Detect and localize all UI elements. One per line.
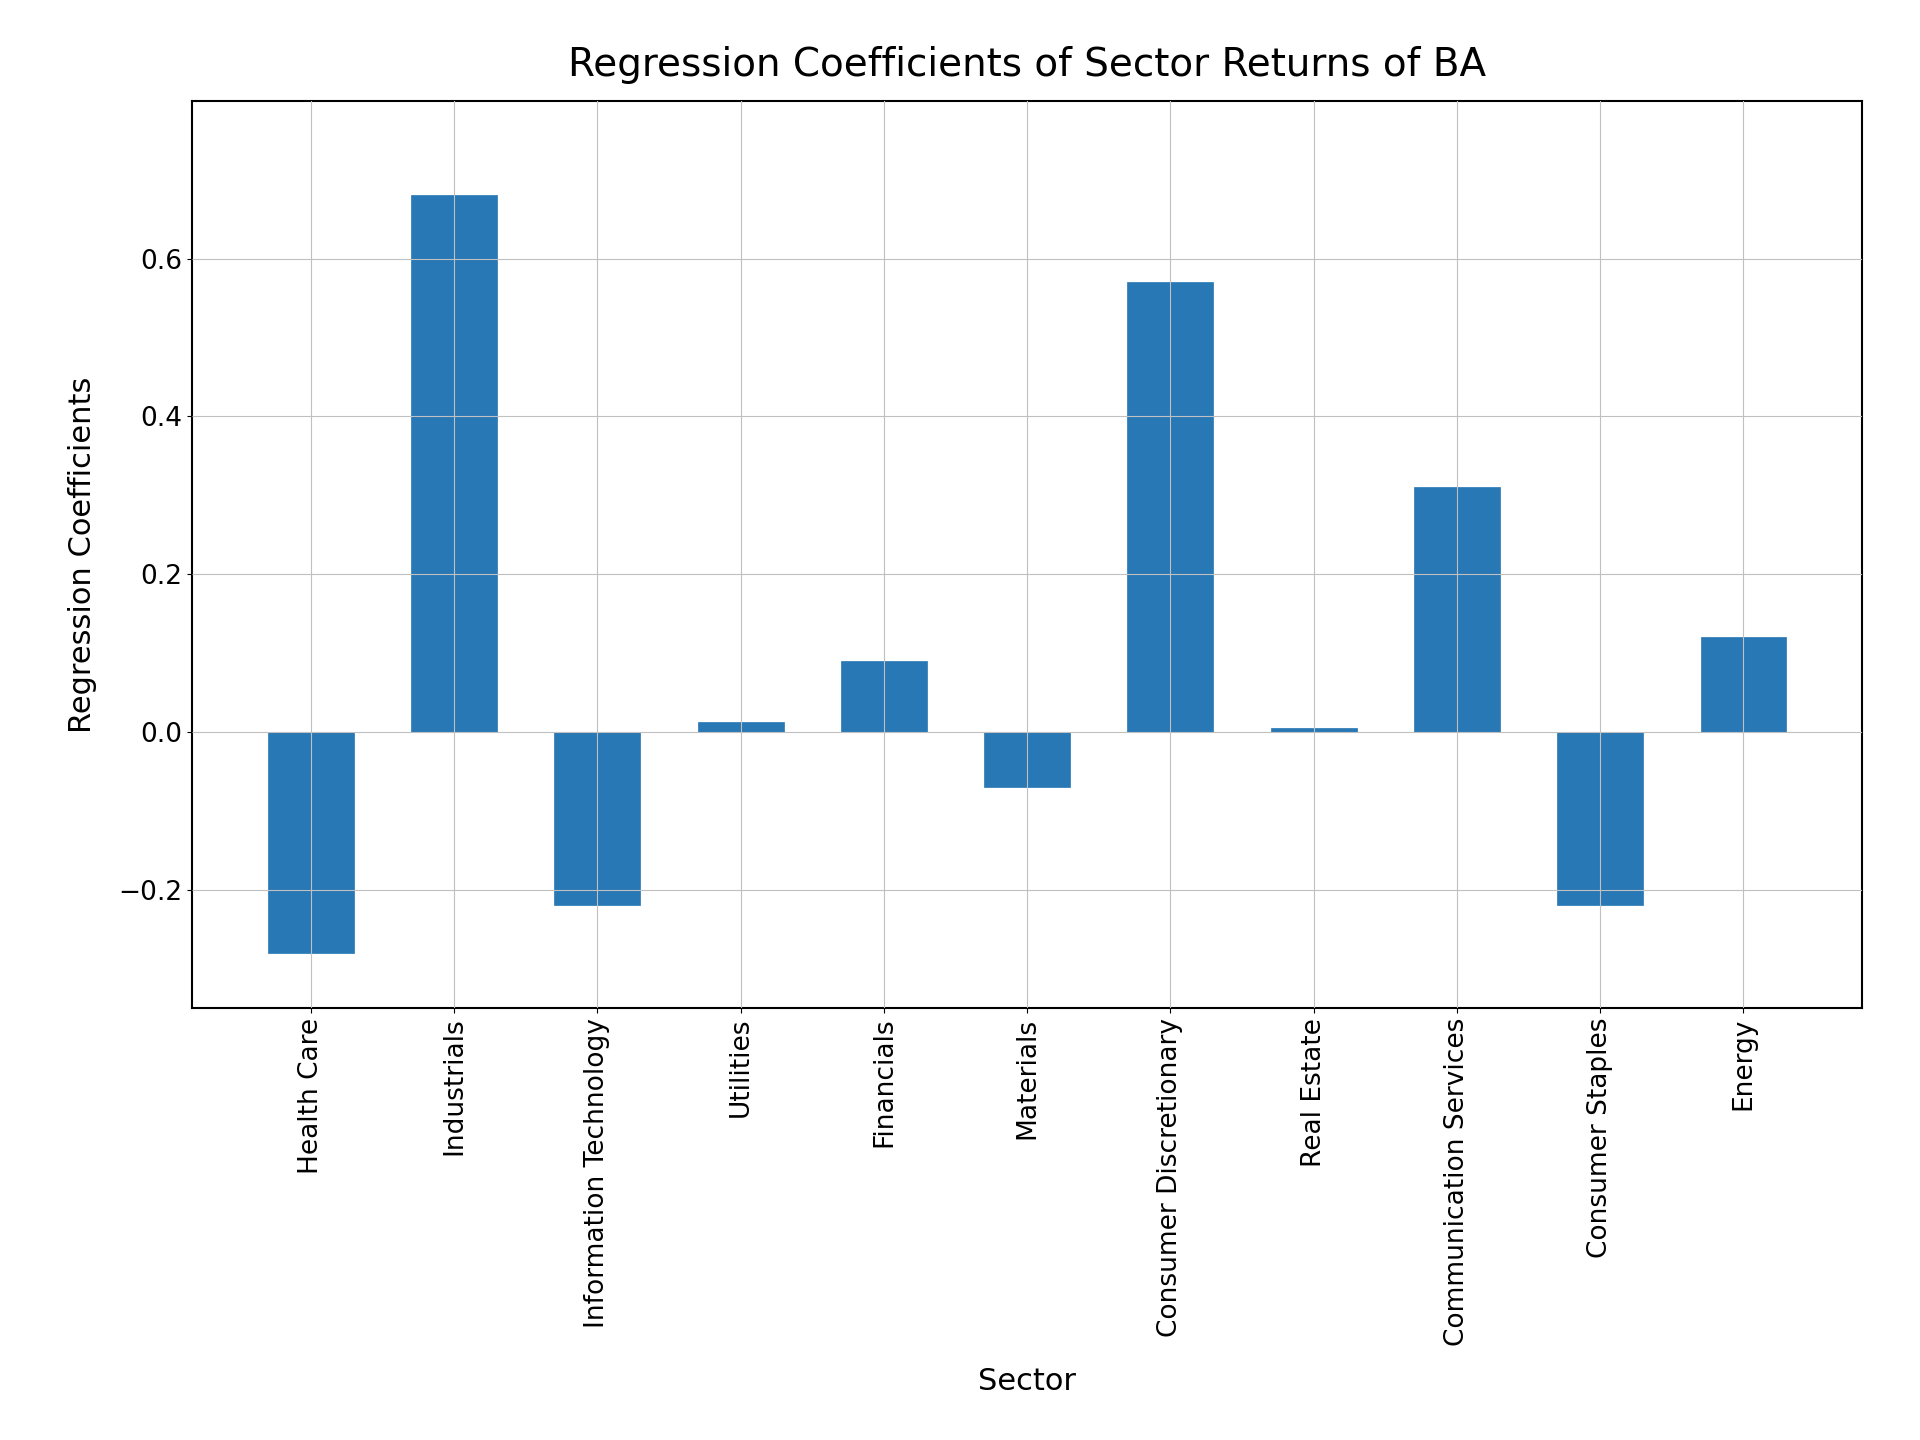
Y-axis label: Regression Coefficients: Regression Coefficients — [69, 376, 98, 733]
Bar — [1413, 487, 1500, 732]
Bar — [697, 723, 783, 732]
Bar — [1127, 282, 1213, 732]
Bar — [555, 732, 641, 906]
Bar — [1701, 638, 1786, 732]
X-axis label: Sector: Sector — [977, 1367, 1077, 1395]
Bar — [841, 661, 927, 732]
Bar — [411, 196, 497, 732]
Title: Regression Coefficients of Sector Returns of BA: Regression Coefficients of Sector Return… — [568, 46, 1486, 84]
Bar — [1557, 732, 1644, 906]
Bar — [1271, 729, 1357, 732]
Bar — [269, 732, 353, 953]
Bar — [985, 732, 1069, 788]
